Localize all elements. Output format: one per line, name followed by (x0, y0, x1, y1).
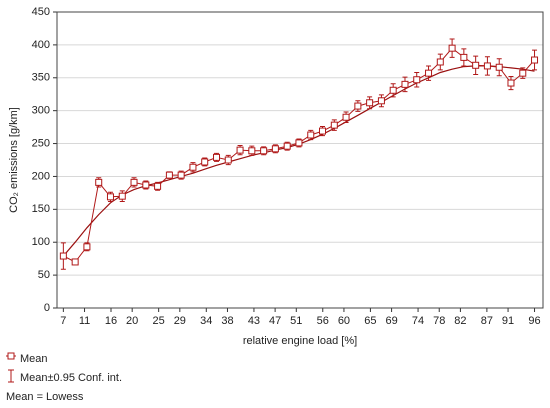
legend-errorbar (8, 369, 14, 383)
mean-marker (189, 163, 197, 171)
mean-marker (319, 127, 326, 135)
mean-marker (118, 192, 126, 200)
mean-marker (71, 258, 79, 266)
mean-marker (377, 97, 385, 105)
y-tick-label: 0 (44, 302, 50, 314)
mean-marker (165, 171, 173, 179)
x-tick-label: 20 (126, 315, 138, 327)
y-tick-label: 400 (32, 39, 50, 51)
x-axis-label: relative engine load [%] (243, 335, 357, 347)
plot-frame (56, 11, 544, 309)
mean-marker (425, 69, 433, 77)
mean-marker (59, 252, 67, 260)
x-tick-label: 16 (105, 315, 117, 327)
legend-label: Mean (20, 353, 48, 365)
mean-marker (342, 113, 350, 121)
mean-marker (271, 145, 279, 153)
y-tick-label: 450 (32, 6, 50, 18)
legend-marker (7, 352, 15, 360)
mean-marker (224, 156, 232, 164)
mean-marker (177, 171, 185, 179)
legend-label: Mean = Lowess (6, 391, 84, 403)
x-tick-label: 65 (364, 315, 376, 327)
x-tick-label: 96 (528, 315, 540, 327)
mean-marker (483, 62, 491, 70)
mean-marker (142, 181, 150, 189)
mean-marker (201, 158, 209, 166)
mean-marker (307, 131, 315, 139)
mean-marker (495, 63, 503, 71)
mean-marker (401, 80, 409, 88)
mean-marker (260, 147, 268, 155)
x-tick-label: 47 (269, 315, 281, 327)
x-tick-label: 78 (433, 315, 445, 327)
x-tick-label: 25 (153, 315, 165, 327)
x-tick-label: 82 (454, 315, 466, 327)
x-tick-label: 29 (174, 315, 186, 327)
x-tick-label: 60 (338, 315, 350, 327)
mean-marker (366, 99, 374, 107)
y-tick-label: 150 (32, 203, 50, 215)
y-tick-label: 250 (32, 137, 50, 149)
mean-marker (236, 146, 244, 154)
mean-line (63, 47, 535, 263)
y-tick-label: 350 (32, 72, 50, 84)
x-tick-label: 56 (317, 315, 329, 327)
x-tick-label: 43 (248, 315, 260, 327)
mean-marker (213, 153, 221, 161)
mean-marker (154, 182, 162, 190)
mean-marker (507, 79, 515, 87)
mean-marker (95, 178, 103, 186)
mean-marker (130, 178, 138, 186)
mean-marker (472, 61, 480, 69)
y-tick-label: 300 (32, 105, 50, 117)
legend-label: Mean±0.95 Conf. int. (20, 372, 122, 384)
x-tick-label: 51 (290, 315, 302, 327)
mean-marker (295, 139, 303, 147)
mean-marker (354, 102, 362, 110)
mean-marker (519, 69, 527, 77)
x-tick-label: 69 (385, 315, 397, 327)
x-tick-label: 38 (221, 315, 233, 327)
x-tick-label: 91 (502, 315, 514, 327)
x-tick-label: 87 (481, 315, 493, 327)
mean-marker (413, 76, 421, 84)
x-tick-label: 7 (60, 315, 66, 327)
mean-marker (531, 56, 539, 64)
x-tick-label: 34 (200, 315, 212, 327)
lowess-line (62, 65, 535, 257)
x-tick-label: 74 (412, 315, 424, 327)
mean-marker (448, 44, 456, 52)
y-tick-label: 200 (32, 170, 50, 182)
mean-marker (460, 53, 468, 61)
mean-marker (83, 243, 91, 251)
mean-marker (283, 142, 291, 150)
mean-marker (389, 86, 397, 94)
mean-marker (330, 121, 338, 129)
y-tick-label: 100 (32, 236, 50, 248)
mean-marker (436, 58, 444, 66)
x-tick-label: 11 (79, 315, 90, 327)
mean-marker (106, 193, 114, 201)
y-axis-label: CO₂ emissions [g/km] (8, 107, 20, 213)
mean-marker (248, 147, 256, 155)
y-tick-label: 50 (38, 269, 50, 281)
